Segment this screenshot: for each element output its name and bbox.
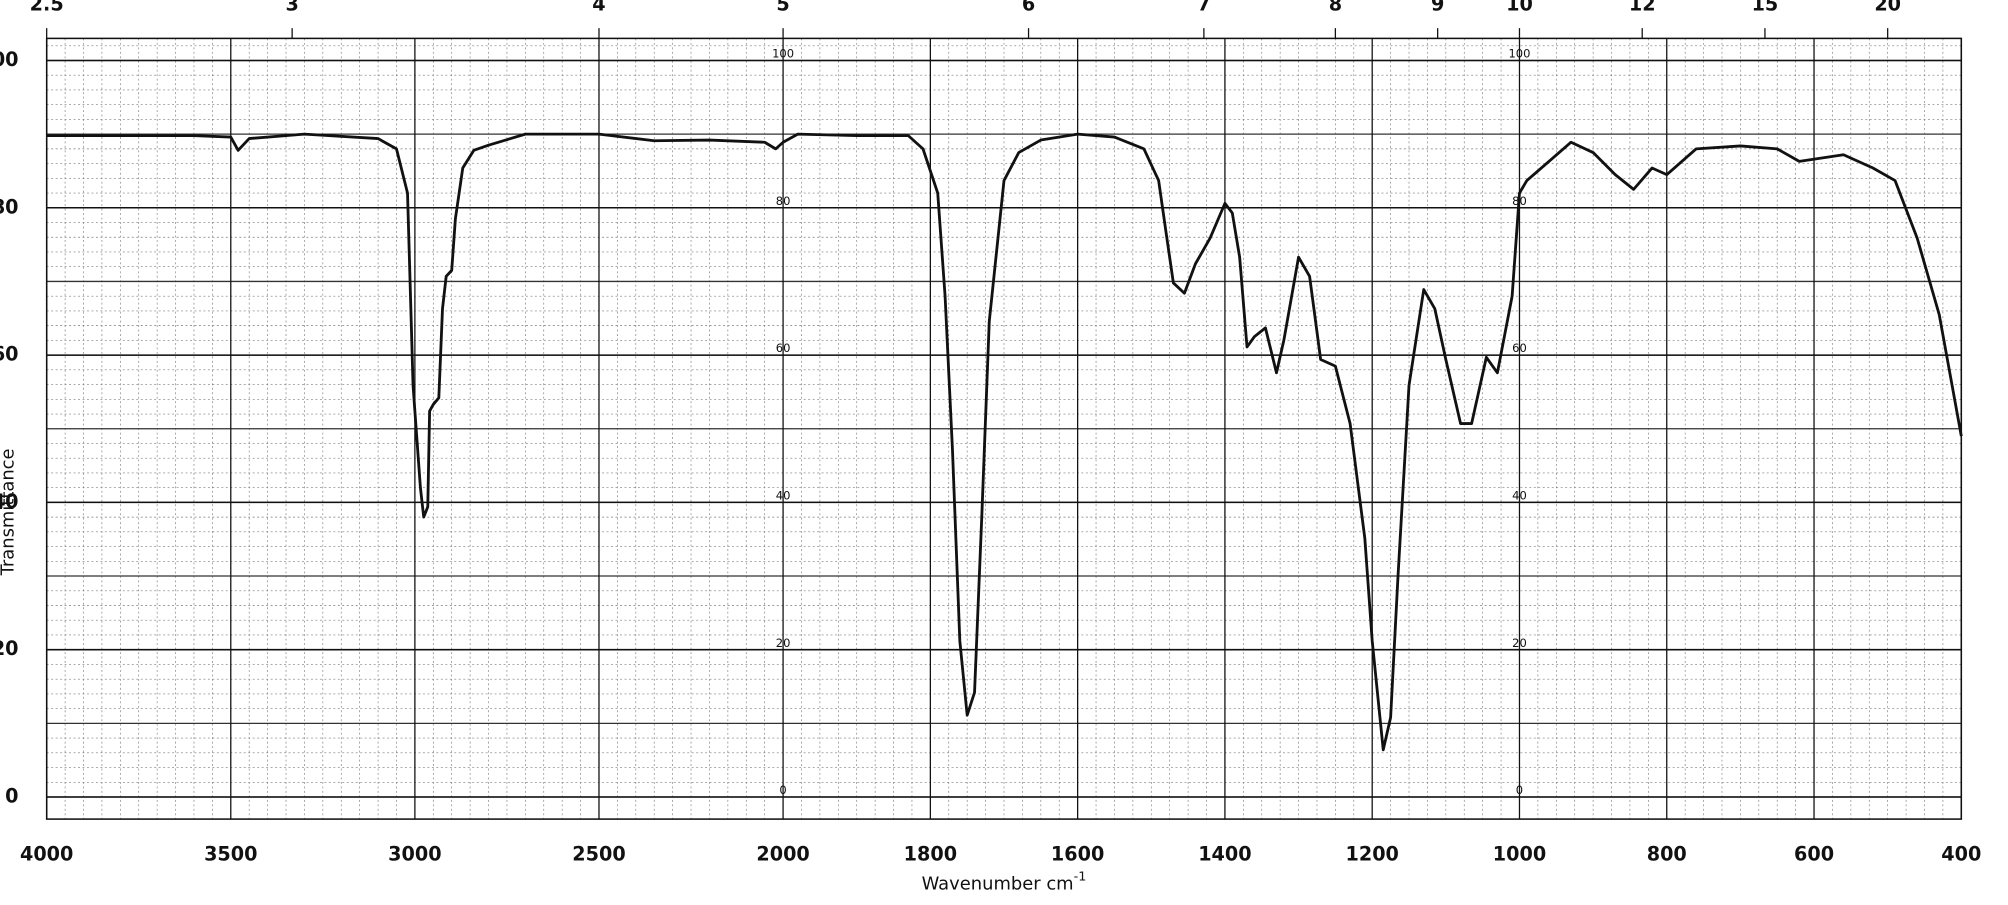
x2-tick-label: 3 — [285, 0, 298, 16]
x-tick-label: 1600 — [1051, 842, 1104, 865]
x2-tick-label: 15 — [1752, 0, 1779, 16]
y-tick-label: 80 — [0, 195, 19, 218]
x2-tick-label: 12 — [1629, 0, 1656, 16]
x-tick-label: 3500 — [204, 842, 257, 865]
y-axis-label: Transmittance — [0, 448, 18, 576]
x-tick-label: 4000 — [20, 842, 73, 865]
x2-tick-label: 4 — [592, 0, 605, 16]
inner-scale-label: 60 — [1512, 341, 1527, 355]
x-tick-label: 800 — [1647, 842, 1687, 865]
inner-scale-label: 40 — [776, 488, 791, 502]
y-tick-label: 40 — [0, 490, 19, 513]
x-axis-label: Wavenumber cm-1 — [922, 869, 1087, 894]
x-tick-label: 3000 — [388, 842, 441, 865]
x-tick-label: 2000 — [756, 842, 809, 865]
y-tick-label: 0 — [5, 784, 18, 807]
x2-tick-label: 10 — [1506, 0, 1533, 16]
inner-scale-label: 60 — [776, 341, 791, 355]
x-tick-label: 2500 — [572, 842, 625, 865]
inner-scale-label: 80 — [776, 194, 791, 208]
x-axis-label-text: Wavenumber cm — [922, 873, 1074, 894]
x-tick-label: 1000 — [1493, 842, 1546, 865]
x2-tick-label: 9 — [1431, 0, 1444, 16]
inner-scale-label: 40 — [1512, 488, 1527, 502]
y-tick-label: 100 — [0, 48, 19, 71]
x-tick-label: 1400 — [1198, 842, 1251, 865]
x-tick-label: 400 — [1941, 842, 1981, 865]
x-tick-label: 600 — [1794, 842, 1834, 865]
y-tick-label: 20 — [0, 637, 19, 660]
x-tick-label: 1200 — [1345, 842, 1398, 865]
x2-tick-label: 6 — [1022, 0, 1035, 16]
inner-scale-label: 100 — [1508, 47, 1530, 61]
x2-tick-label: 8 — [1329, 0, 1342, 16]
x2-tick-label: 7 — [1197, 0, 1210, 16]
x2-tick-label: 5 — [776, 0, 789, 16]
x-tick-label: 1800 — [904, 842, 957, 865]
inner-scale-label: 20 — [776, 636, 791, 650]
x2-tick-label: 2.5 — [30, 0, 64, 16]
inner-scale-label: 0 — [1516, 783, 1523, 797]
y-tick-label: 60 — [0, 343, 19, 366]
spectrum-line — [46, 132, 1963, 752]
inner-scale-label: 20 — [1512, 636, 1527, 650]
x2-tick-label: 20 — [1874, 0, 1901, 16]
x-axis-label-sup: -1 — [1074, 869, 1087, 884]
inner-scale-label: 0 — [779, 783, 786, 797]
inner-scale-label: 100 — [772, 47, 794, 61]
